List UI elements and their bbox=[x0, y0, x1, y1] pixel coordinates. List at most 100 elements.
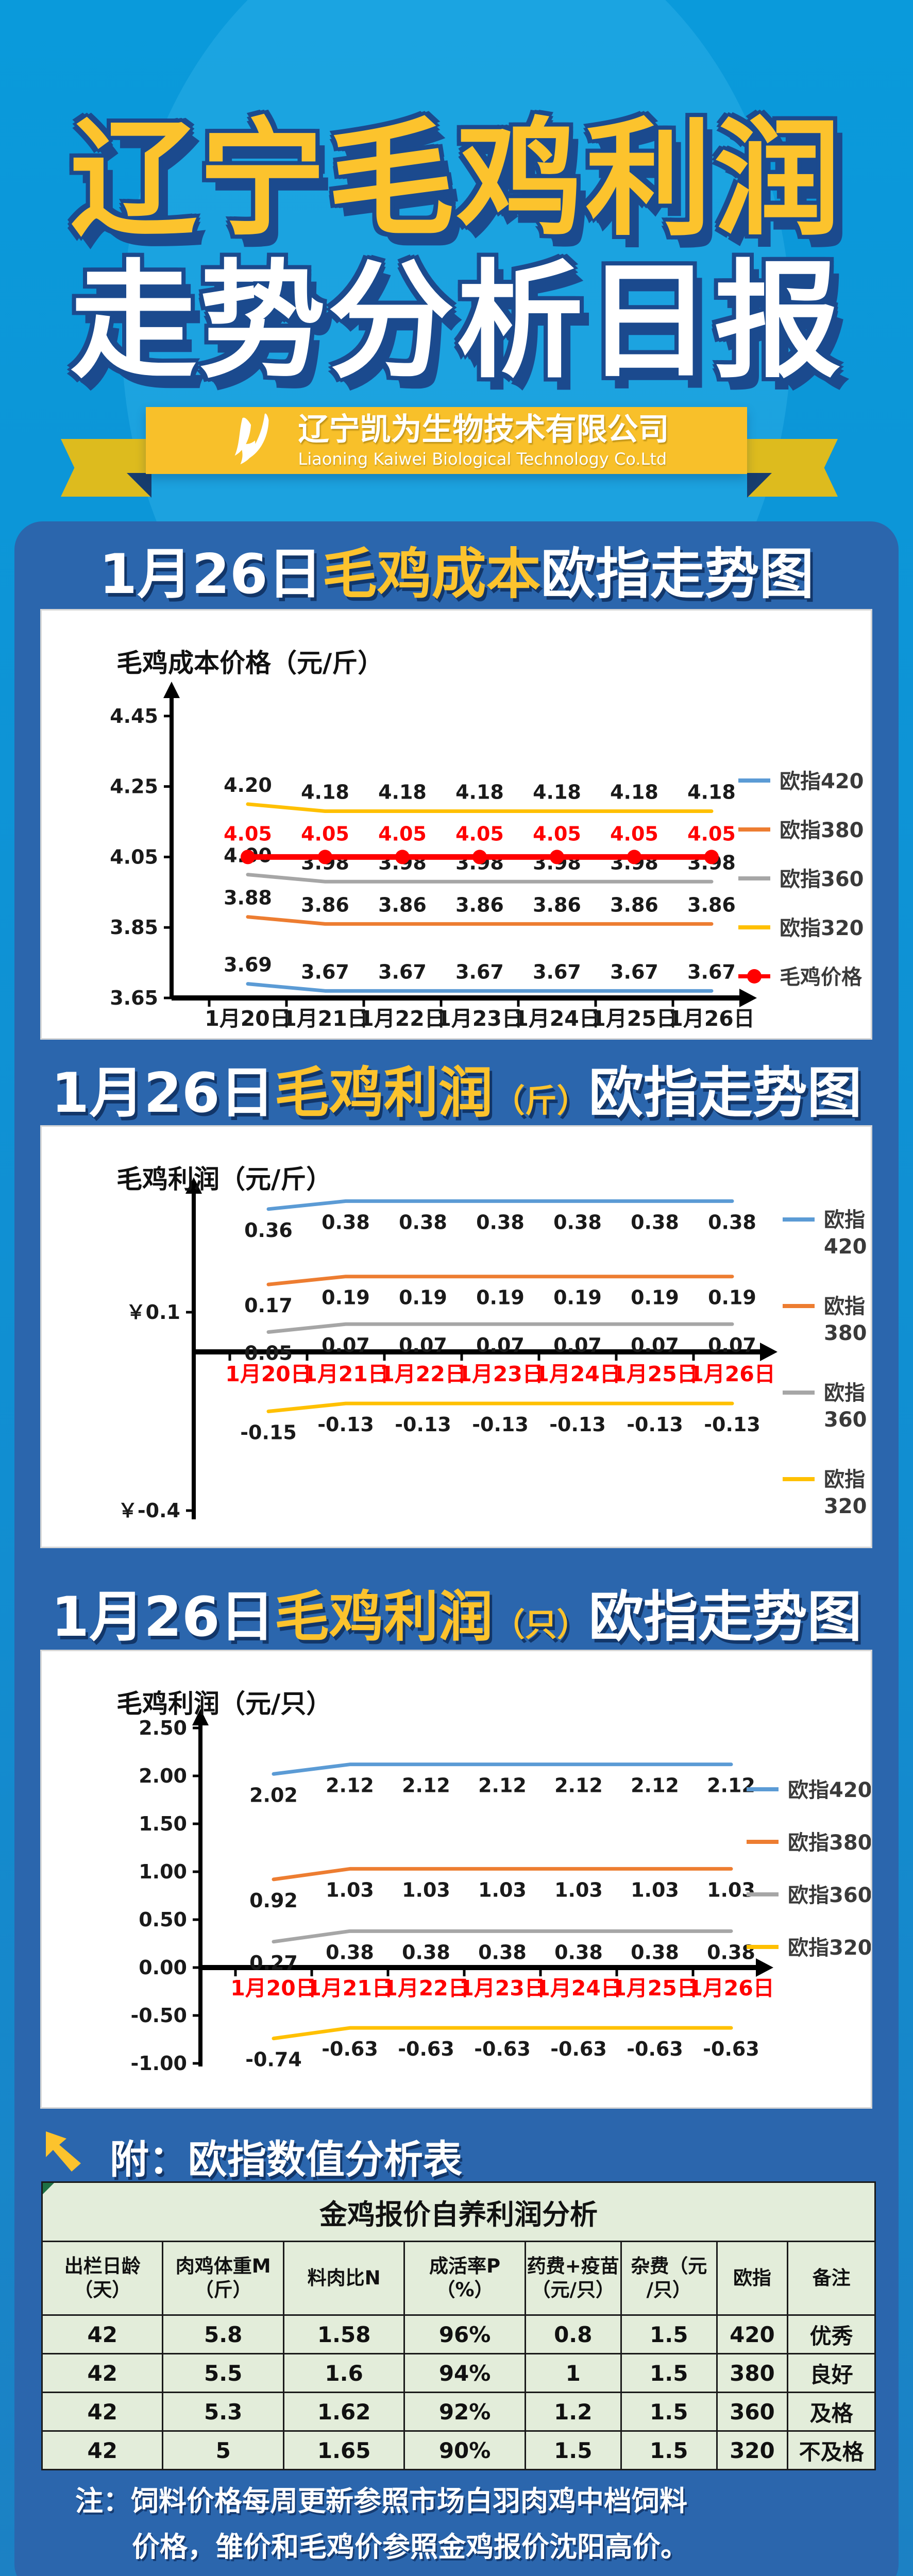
data-label: 4.05 bbox=[455, 822, 504, 845]
section-title-part: （斤） bbox=[493, 1082, 589, 1120]
ribbon-fold-left bbox=[127, 473, 151, 498]
svg-text:0.50: 0.50 bbox=[139, 1908, 187, 1931]
table-cell: 1.5 bbox=[620, 2314, 718, 2354]
svg-text:3.65: 3.65 bbox=[110, 987, 158, 1009]
company-name-en: Liaoning Kaiwei Biological Technology Co… bbox=[298, 449, 667, 469]
data-label: 4.05 bbox=[224, 822, 272, 845]
svg-text:￥-0.4: ￥-0.4 bbox=[118, 1499, 180, 1522]
data-label: 3.67 bbox=[301, 960, 349, 983]
svg-text:1月20日: 1月20日 bbox=[225, 1362, 312, 1386]
table-cell: 1.62 bbox=[282, 2392, 405, 2432]
table-cell: 320 bbox=[716, 2430, 789, 2470]
data-label: 0.17 bbox=[244, 1294, 293, 1317]
data-label: -0.63 bbox=[550, 2038, 607, 2060]
table-row: 42 5.5 1.6 94% 1 1.5 380 良好 bbox=[41, 2353, 876, 2393]
data-label: 0.19 bbox=[708, 1286, 756, 1309]
data-label: 3.67 bbox=[378, 960, 427, 983]
data-label: 2.12 bbox=[326, 1774, 374, 1797]
series-欧指380: 0.92 1.03 1.03 1.03 1.03 1.03 1.03 bbox=[249, 1867, 755, 1912]
data-label: 2.12 bbox=[402, 1774, 450, 1797]
svg-text:1月23日: 1月23日 bbox=[457, 1362, 544, 1386]
series-欧指320: 4.20 4.18 4.18 4.18 4.18 4.18 4.18 bbox=[224, 774, 736, 813]
table-cell: 360 bbox=[716, 2392, 789, 2432]
section-title-part: 1月26日 bbox=[99, 543, 323, 606]
table-cell: 1.5 bbox=[524, 2430, 622, 2470]
table-cell: 1.65 bbox=[282, 2430, 405, 2470]
data-label: 0.07 bbox=[476, 1334, 525, 1357]
legend: 欧指420 欧指380 欧指360 欧指320 bbox=[747, 1778, 871, 1960]
svg-text:-1.00: -1.00 bbox=[130, 2052, 187, 2075]
table-cell: 5 bbox=[162, 2430, 284, 2470]
section-title-part: 1月26日 bbox=[51, 1585, 275, 1649]
table-cell: 1.6 bbox=[282, 2353, 405, 2393]
content-panel: 1月26日毛鸡成本欧指走势图 毛鸡成本价格（元/斤） 4.45 4.25 4.05 3… bbox=[14, 521, 899, 2576]
table-cell: 0.8 bbox=[524, 2314, 622, 2354]
table-cell: 380 bbox=[716, 2353, 789, 2393]
page-title-line2: 走势分析日报 bbox=[70, 248, 843, 396]
table-cell: 5.8 bbox=[162, 2314, 284, 2354]
svg-text:1月24日: 1月24日 bbox=[535, 1976, 622, 2001]
svg-text:320: 320 bbox=[824, 1495, 867, 1518]
section-title-part: 欧指走势图 bbox=[540, 543, 814, 606]
table-cell: 1.5 bbox=[620, 2430, 718, 2470]
ribbon-fold-right bbox=[747, 473, 772, 498]
svg-text:欧指380: 欧指380 bbox=[788, 1831, 871, 1855]
data-label: -0.63 bbox=[703, 2038, 759, 2060]
table-header: 肉鸡体重M （斤） bbox=[162, 2241, 284, 2316]
table-row: 42 5 1.65 90% 1.5 1.5 320 不及格 bbox=[41, 2430, 876, 2470]
data-label: 0.07 bbox=[631, 1334, 679, 1357]
table-cell: 优秀 bbox=[787, 2314, 876, 2354]
data-label: 0.38 bbox=[399, 1211, 447, 1233]
section-title-part: 欧指走势图 bbox=[588, 1061, 862, 1125]
excel-corner-mark bbox=[43, 2183, 54, 2194]
profit-zhi-chart-title: 毛鸡利润（元/只） bbox=[116, 1689, 332, 1719]
data-label: 3.67 bbox=[533, 960, 581, 983]
svg-text:1月23日: 1月23日 bbox=[436, 1006, 523, 1031]
series-欧指380: 3.88 3.86 3.86 3.86 3.86 3.86 3.86 bbox=[224, 887, 736, 926]
profit-jin-chart-title: 毛鸡利润（元/斤） bbox=[116, 1164, 332, 1194]
svg-text:1月26日: 1月26日 bbox=[688, 1976, 774, 2001]
data-label: -0.13 bbox=[627, 1413, 683, 1436]
svg-text:欧指320: 欧指320 bbox=[788, 1936, 871, 1960]
svg-text:1月22日: 1月22日 bbox=[380, 1362, 466, 1386]
data-label: 1.03 bbox=[554, 1878, 603, 1901]
svg-text:欧指380: 欧指380 bbox=[780, 819, 864, 842]
data-label: 2.12 bbox=[631, 1774, 679, 1797]
svg-text:420: 420 bbox=[824, 1235, 867, 1259]
data-label: 3.86 bbox=[378, 893, 427, 916]
table-header: 出栏日龄 （天） bbox=[41, 2241, 164, 2316]
section-title-part: （只） bbox=[493, 1606, 589, 1643]
table-cell: 1.2 bbox=[524, 2392, 622, 2432]
table-cell: 90% bbox=[403, 2430, 526, 2470]
data-label: 4.20 bbox=[224, 774, 272, 796]
data-label: 0.92 bbox=[249, 1889, 298, 1912]
section-title-part: 1月26日 bbox=[51, 1061, 275, 1125]
data-label: -0.63 bbox=[398, 2038, 454, 2060]
section-title-profit-jin: 1月26日毛鸡利润（斤）欧指走势图 bbox=[14, 1055, 899, 1132]
svg-text:1.00: 1.00 bbox=[139, 1860, 187, 1883]
data-label: 0.38 bbox=[322, 1211, 370, 1233]
section-title-part: 毛鸡利润 bbox=[274, 1585, 493, 1649]
data-label: 1.03 bbox=[402, 1878, 450, 1901]
data-label: 3.86 bbox=[301, 893, 349, 916]
data-label: 0.19 bbox=[631, 1286, 679, 1309]
data-label: 0.07 bbox=[399, 1334, 447, 1357]
series-欧指320: -0.74 -0.63 -0.63 -0.63 -0.63 -0.63 -0.63 bbox=[245, 2026, 759, 2071]
data-label: 0.07 bbox=[553, 1334, 602, 1357]
data-label: 0.38 bbox=[553, 1211, 602, 1233]
data-label: 0.05 bbox=[244, 1342, 293, 1365]
data-label: 1.03 bbox=[326, 1878, 374, 1901]
table-cell: 及格 bbox=[787, 2392, 876, 2432]
data-label: -0.13 bbox=[704, 1413, 760, 1436]
table-cell: 不及格 bbox=[787, 2430, 876, 2470]
data-label: -0.13 bbox=[317, 1413, 374, 1436]
table-cell: 良好 bbox=[787, 2353, 876, 2393]
data-label: 3.86 bbox=[610, 893, 658, 916]
svg-text:-0.50: -0.50 bbox=[130, 2004, 187, 2027]
svg-text:1月24日: 1月24日 bbox=[514, 1006, 600, 1031]
profit-jin-chart: ￥0.1 ￥-0.4 1月20日1月21日1月22日1月23日1月24日1月25日1… bbox=[118, 1177, 867, 1522]
svg-text:欧指360: 欧指360 bbox=[780, 868, 864, 891]
svg-text:1月20日: 1月20日 bbox=[205, 1006, 291, 1031]
data-label: 0.19 bbox=[399, 1286, 447, 1309]
appendix-arrow-icon bbox=[46, 2131, 81, 2172]
